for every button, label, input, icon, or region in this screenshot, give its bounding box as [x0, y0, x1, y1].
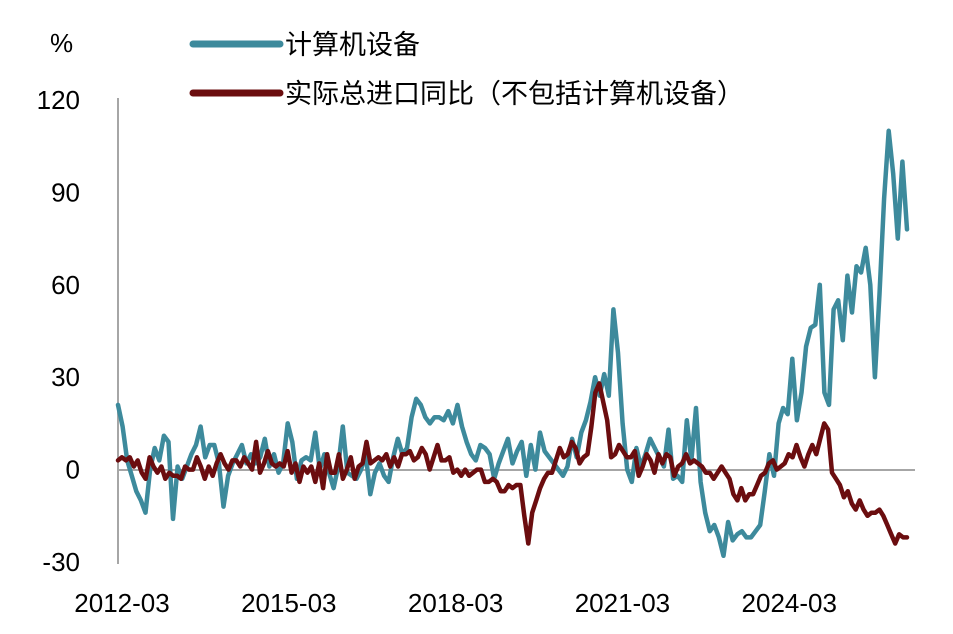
y-tick-label: 90: [51, 177, 80, 207]
x-tick-label: 2024-03: [742, 588, 837, 618]
series-line-computer-equipment: [115, 128, 910, 559]
y-tick-labels: 120 90 60 30 0 -30: [37, 85, 80, 577]
y-tick-label: 120: [37, 85, 80, 115]
y-tick-label: 60: [51, 270, 80, 300]
x-tick-label: 2012-03: [74, 588, 169, 618]
series-lines: [115, 128, 910, 559]
x-tick-label: 2018-03: [408, 588, 503, 618]
x-tick-label: 2021-03: [575, 588, 670, 618]
legend-label-real-imports: 实际总进口同比（不包括计算机设备）: [285, 79, 744, 110]
y-tick-label: 0: [66, 455, 80, 485]
x-tick-label: 2015-03: [241, 588, 336, 618]
y-tick-label: 30: [51, 362, 80, 392]
x-tick-labels: 2012-03 2015-03 2018-03 2021-03 2024-03: [74, 588, 837, 618]
series-line-real-imports: [115, 381, 910, 546]
y-unit-label: %: [50, 28, 73, 58]
y-tick-label: -30: [42, 547, 80, 577]
legend: 计算机设备 实际总进口同比（不包括计算机设备）: [189, 30, 744, 110]
chart-axes: [117, 98, 915, 564]
legend-label-computer-equipment: 计算机设备: [285, 30, 420, 61]
